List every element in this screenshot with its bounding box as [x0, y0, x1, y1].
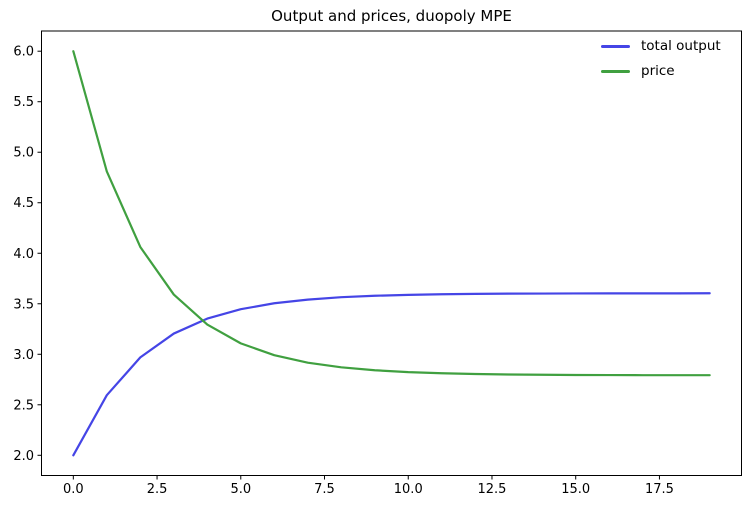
legend-item-price: price — [601, 63, 721, 79]
plot-spines — [41, 30, 742, 476]
x-tick-label: 0.0 — [63, 482, 84, 497]
x-tick-label: 5.0 — [230, 482, 251, 497]
axes: 0.0 2.5 5.0 7.5 10.0 12.5 15.0 17.5 2.0 2.5 3.0 3.5… — [13, 30, 742, 497]
x-tick-label: 10.0 — [394, 482, 423, 497]
y-tick-label: 6.0 — [13, 45, 34, 60]
legend-item-total-output: total output — [601, 38, 721, 54]
legend-label-total-output: total output — [641, 38, 721, 54]
y-tick-label: 2.5 — [13, 398, 34, 413]
y-tick-label: 3.5 — [13, 297, 34, 312]
chart-title: Output and prices, duopoly MPE — [271, 7, 512, 25]
y-tick-label: 5.5 — [13, 95, 34, 110]
total-output-line-swatch — [601, 44, 630, 48]
legend-label-price: price — [641, 63, 675, 79]
series-lines — [72, 50, 711, 457]
x-tick-label: 2.5 — [147, 482, 168, 497]
y-tick-label: 5.0 — [13, 146, 34, 161]
y-tick-label: 3.0 — [13, 348, 34, 363]
series-line-total-output — [72, 292, 711, 457]
x-tick-label: 17.5 — [645, 482, 674, 497]
legend: total output price — [601, 38, 721, 79]
y-tick-label: 4.0 — [13, 247, 34, 262]
y-tick-label: 2.0 — [13, 449, 34, 464]
price-line-swatch — [601, 69, 630, 73]
y-tick-label: 4.5 — [13, 196, 34, 211]
series-line-price — [72, 50, 711, 377]
x-tick-label: 7.5 — [314, 482, 335, 497]
x-tick-label: 12.5 — [478, 482, 507, 497]
x-tick-label: 15.0 — [561, 482, 590, 497]
